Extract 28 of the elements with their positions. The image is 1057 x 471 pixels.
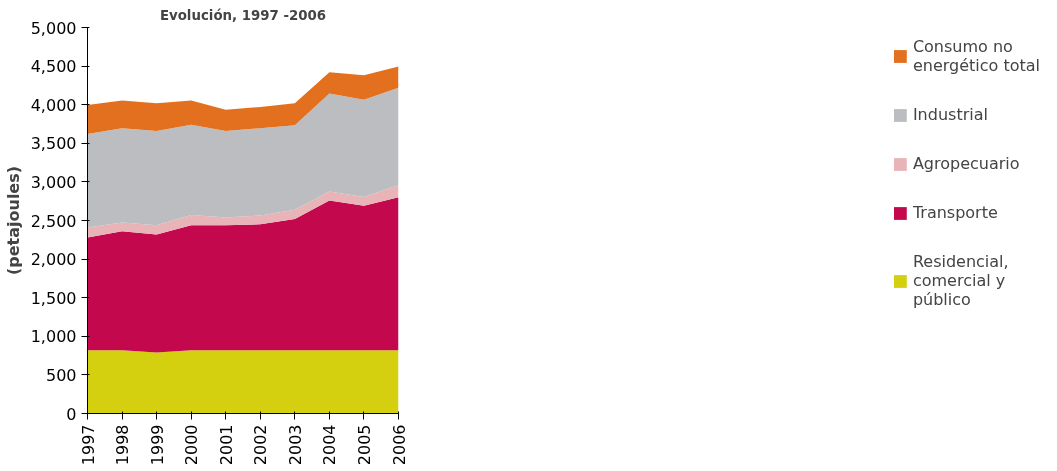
x-tick-label: 1999: [147, 424, 167, 466]
x-tick-label: 2005: [354, 424, 374, 466]
y-tick-label: 2,500: [30, 211, 77, 231]
y-tick-label: 3,500: [30, 134, 77, 154]
legend-label: Consumo no energético total: [912, 37, 1040, 75]
x-tick-label: 2006: [389, 424, 409, 466]
legend-label: Residencial, comercial y público: [912, 252, 1009, 309]
x-tick-label: 2004: [320, 424, 340, 466]
y-tick-label: 1,000: [30, 327, 77, 347]
y-tick-label: 0: [66, 404, 77, 424]
y-tick-label: 2,000: [30, 250, 77, 270]
x-tick-label: 1998: [113, 424, 133, 466]
x-tick-label: 1997: [78, 424, 98, 466]
x-tick-label: 2001: [216, 424, 236, 466]
y-tick-label: 5,000: [30, 18, 77, 38]
legend-label: Agropecuario: [912, 154, 1020, 173]
x-tick-label: 2003: [285, 424, 305, 466]
legend-label: Industrial: [912, 105, 988, 124]
x-tick-label: 2000: [182, 424, 202, 466]
y-tick-label: 4,500: [30, 57, 77, 77]
chart-title: Evolución, 1997 -2006: [159, 7, 327, 23]
y-tick-label: 1,500: [30, 288, 77, 308]
y-tick-label: 4,000: [30, 95, 77, 115]
y-tick-label: 500: [45, 365, 77, 385]
legend-label: Transporte: [912, 203, 998, 222]
x-tick-label: 2002: [251, 424, 271, 466]
y-axis-title: (petajoules): [3, 165, 23, 276]
y-tick-label: 3,000: [30, 172, 77, 192]
